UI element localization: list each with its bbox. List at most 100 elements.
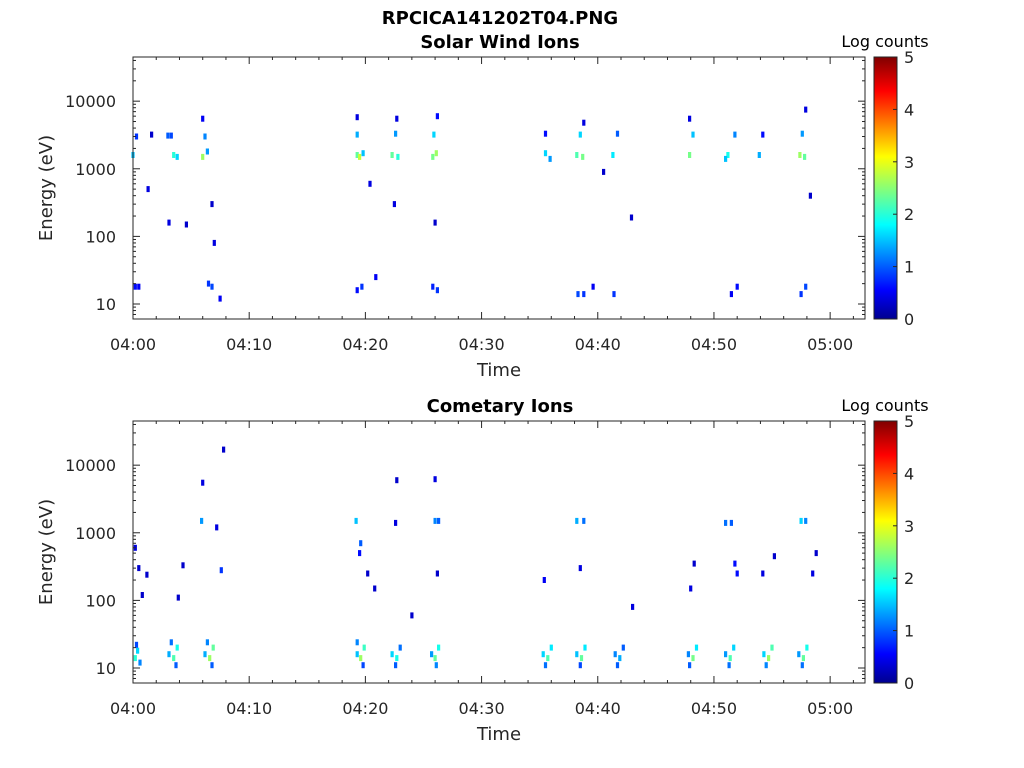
heatmap-cell — [729, 519, 733, 526]
heatmap-cell — [691, 131, 695, 138]
heatmap-cell — [611, 152, 615, 158]
y-axis-label: Energy (eV) — [36, 499, 57, 605]
heatmap-cell — [689, 585, 693, 592]
heatmap-cell — [200, 517, 204, 524]
heatmap-cell — [355, 639, 359, 646]
heatmap-cell — [432, 131, 436, 138]
heatmap-cell — [368, 180, 372, 187]
heatmap-cell — [724, 651, 728, 658]
colorbar — [873, 56, 898, 320]
heatmap-cell — [576, 291, 580, 298]
heatmap-cell — [761, 570, 765, 577]
heatmap-cell — [431, 153, 435, 160]
y-axis-label: Energy (eV) — [36, 135, 57, 241]
heatmap-cell — [373, 585, 377, 592]
heatmap-cell — [694, 644, 699, 651]
y-tick-label: 100 — [85, 591, 116, 610]
heatmap-cell — [804, 517, 808, 524]
heatmap-cells — [131, 106, 812, 302]
colorbar-tick-label: 3 — [904, 517, 914, 536]
heatmap-cell — [410, 612, 414, 619]
y-tick-label: 10000 — [65, 92, 116, 111]
heatmap-cell — [430, 651, 434, 658]
heatmap-cell — [212, 239, 216, 246]
y-tick-label: 1000 — [75, 524, 116, 543]
heatmap-cell — [548, 155, 552, 162]
heatmap-cell — [543, 130, 548, 137]
heatmap-cell — [136, 647, 140, 654]
x-axis-label: Time — [476, 724, 521, 745]
heatmap-cell — [434, 662, 438, 669]
colorbar-tick-label: 4 — [904, 464, 914, 483]
heatmap-cell — [582, 119, 586, 126]
heatmap-cell — [133, 655, 137, 662]
heatmap-cell — [727, 662, 731, 669]
colorbar-tick-label: 5 — [904, 412, 914, 431]
heatmap-cell — [805, 644, 809, 651]
heatmap-cell — [137, 283, 141, 290]
heatmap-cell — [798, 152, 802, 158]
heatmap-cell — [688, 115, 692, 122]
heatmap-cell — [433, 655, 437, 662]
heatmap-cell — [757, 152, 761, 158]
heatmap-cell — [800, 662, 804, 669]
heatmap-cell — [575, 152, 579, 158]
heatmap-cell — [729, 291, 733, 298]
heatmap-cell — [395, 115, 399, 122]
heatmap-cell — [433, 219, 437, 226]
heatmap-cell — [800, 130, 804, 137]
heatmap-cell — [772, 553, 776, 560]
heatmap-cell — [355, 114, 359, 121]
heatmap-cell — [615, 662, 620, 669]
heatmap-cell — [374, 274, 378, 281]
y-tick-label: 100 — [85, 227, 116, 246]
colorbar-tick-label: 1 — [904, 622, 914, 641]
panel-title: Cometary Ions — [427, 396, 574, 417]
heatmap-cell — [724, 519, 728, 526]
colorbar-tick-label: 1 — [904, 258, 914, 277]
heatmap-cell — [398, 644, 402, 651]
y-tick-label: 10000 — [65, 456, 116, 475]
heatmap-cell — [770, 644, 774, 651]
heatmap-cell — [582, 291, 586, 298]
heatmap-cell — [394, 130, 398, 137]
heatmap-cell — [394, 662, 398, 669]
heatmap-cell — [811, 570, 815, 577]
x-tick-label: 04:30 — [459, 335, 505, 354]
heatmap-cell — [434, 150, 438, 157]
heatmap-cell — [137, 565, 141, 572]
heatmap-cell — [166, 132, 170, 139]
heatmap-cell — [612, 291, 616, 298]
heatmap-cell — [390, 152, 394, 158]
heatmap-cell — [578, 662, 582, 669]
heatmap-cell — [176, 594, 180, 601]
heatmap-cell — [150, 131, 154, 138]
heatmap-cell — [728, 655, 732, 662]
heatmap-cells — [133, 446, 818, 669]
heatmap-cell — [437, 644, 441, 651]
heatmap-cell — [167, 651, 171, 658]
heatmap-cell — [435, 113, 439, 120]
x-tick-label: 04:00 — [110, 335, 156, 354]
heatmap-cell — [355, 152, 359, 158]
heatmap-cell — [733, 560, 737, 567]
heatmap-cell — [201, 479, 205, 486]
heatmap-cell — [172, 152, 176, 158]
heatmap-cell — [808, 192, 812, 199]
heatmap-cell — [433, 517, 437, 524]
heatmap-cell — [602, 168, 606, 175]
plot-frame — [132, 420, 866, 684]
heatmap-cell — [396, 153, 400, 160]
heatmap-cell — [140, 592, 144, 598]
heatmap-cell — [724, 155, 728, 162]
heatmap-cell — [799, 517, 803, 524]
heatmap-cell — [735, 283, 739, 290]
heatmap-cell — [578, 565, 582, 572]
heatmap-cell — [203, 651, 207, 658]
heatmap-cell — [549, 644, 553, 651]
y-tick-label: 10 — [96, 659, 116, 678]
x-axis: 04:00 04:10 04:20 04:30 04:40 04:50 05:00 — [110, 57, 854, 354]
x-tick-label: 04:40 — [575, 699, 621, 718]
heatmap-cell — [541, 651, 545, 658]
